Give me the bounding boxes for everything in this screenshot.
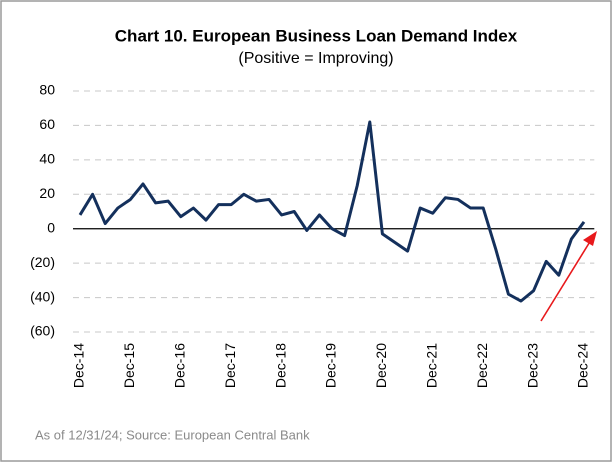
x-tick-label: Dec-22 [474,343,490,388]
y-tick-label: 60 [39,116,55,132]
x-tick-label: Dec-19 [323,343,339,388]
trend-arrow [540,231,597,322]
x-tick-label: Dec-21 [424,343,440,388]
chart-subtitle: (Positive = Improving) [238,50,393,67]
x-tick-label: Dec-15 [121,343,137,388]
y-tick-label: (60) [30,323,55,339]
x-tick-label: Dec-16 [172,343,188,388]
x-tick-label: Dec-18 [272,343,288,388]
x-tick-label: Dec-17 [222,343,238,388]
y-tick-label: 0 [47,219,55,235]
y-tick-label: 20 [39,185,55,201]
source-note: As of 12/31/24; Source: European Central… [35,427,310,442]
x-tick-label: Dec-23 [524,343,540,388]
x-tick-label: Dec-24 [575,343,591,388]
x-tick-label: Dec-14 [71,343,87,388]
y-tick-label: 40 [39,151,55,167]
y-tick-label: 80 [39,82,55,98]
y-tick-label: (40) [30,288,55,304]
data-line [78,120,586,303]
x-tick-label: Dec-20 [373,343,389,388]
chart-title: Chart 10. European Business Loan Demand … [115,26,518,45]
y-tick-label: (20) [30,254,55,270]
